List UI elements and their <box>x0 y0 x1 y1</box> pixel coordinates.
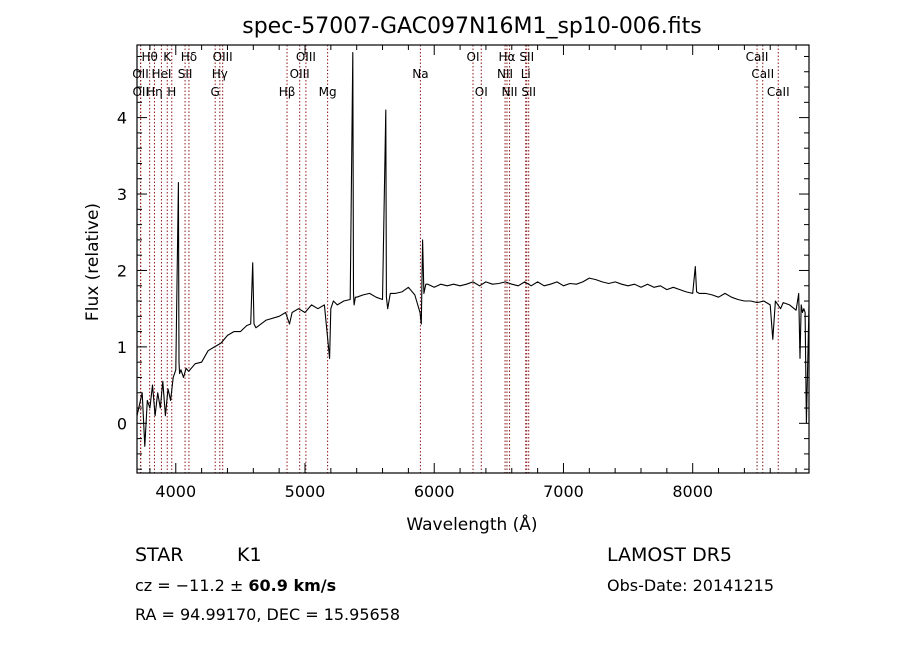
spectral-line-label: SII <box>178 67 193 81</box>
x-tick-label: 5000 <box>285 482 326 501</box>
spectral-line-label: SII <box>521 85 536 99</box>
spectrum-series-line <box>136 52 810 447</box>
survey-name: LAMOST DR5 <box>607 544 732 566</box>
spectral-line-label: OI <box>467 50 480 64</box>
spectral-line-label: Hα <box>499 50 516 64</box>
x-axis-title: Wavelength (Å) <box>406 513 537 535</box>
spectral-line-label: HeI <box>151 67 171 81</box>
x-axis-ticks: 4000 5000 6000 7000 8000 <box>149 45 797 501</box>
plot-frame <box>136 44 810 474</box>
x-tick-label: 6000 <box>414 482 455 501</box>
spectral-line-label: Hη <box>146 85 163 99</box>
spectral-line-label: OI <box>475 85 488 99</box>
spectral-line-label: CaII <box>767 85 790 99</box>
spectral-line-label: Na <box>412 67 428 81</box>
spectral-line-label: H <box>167 85 176 99</box>
spectral-line-label: Li <box>521 67 531 81</box>
spectral-line-label: NII <box>497 67 513 81</box>
spectral-line-label: Hθ <box>141 50 157 64</box>
redshift-unit: km/s <box>288 576 336 595</box>
spectral-line-label: OIII <box>290 67 310 81</box>
y-tick-label: 4 <box>117 109 127 128</box>
redshift-error: 60.9 <box>248 576 287 595</box>
y-tick-label: 1 <box>117 338 127 357</box>
spectral-line-label: G <box>211 85 220 99</box>
spectral-line-label: OIII <box>213 50 233 64</box>
redshift-readout: cz = −11.2 ± 60.9 km/s <box>135 576 336 595</box>
y-axis-title: Flux (relative) <box>83 203 103 321</box>
spectral-line-label: SII <box>519 50 534 64</box>
spectral-line-label: CaII <box>751 67 774 81</box>
x-tick-label: 4000 <box>155 482 196 501</box>
y-tick-label: 0 <box>117 414 127 433</box>
spectral-line-label: K <box>163 50 172 64</box>
spectral-line-label: Mg <box>319 85 337 99</box>
object-subclass: K1 <box>237 544 262 566</box>
y-axis-ticks: 0 1 2 3 4 <box>117 55 809 470</box>
observation-date: Obs-Date: 20141215 <box>607 576 774 595</box>
y-tick-label: 3 <box>117 185 127 204</box>
x-tick-label: 8000 <box>672 482 713 501</box>
spectral-line-label: CaII <box>746 50 769 64</box>
object-class: STAR <box>135 544 183 566</box>
chart-title: spec-57007-GAC097N16M1_sp10-006.fits <box>242 14 702 39</box>
y-tick-label: 2 <box>117 261 127 280</box>
spectral-line-label: NII <box>502 85 518 99</box>
spectral-line-label: Hβ <box>279 85 296 99</box>
spectral-line-label: OIII <box>296 50 316 64</box>
spectral-line-label: Hγ <box>212 67 228 81</box>
coordinates: RA = 94.99170, DEC = 15.95658 <box>135 605 400 624</box>
spectral-line-label: OII <box>132 67 149 81</box>
spectral-line-label: Hδ <box>181 50 197 64</box>
x-tick-label: 7000 <box>543 482 584 501</box>
redshift-prefix: cz = −11.2 ± <box>135 576 248 595</box>
spectral-line-markers <box>139 45 779 473</box>
